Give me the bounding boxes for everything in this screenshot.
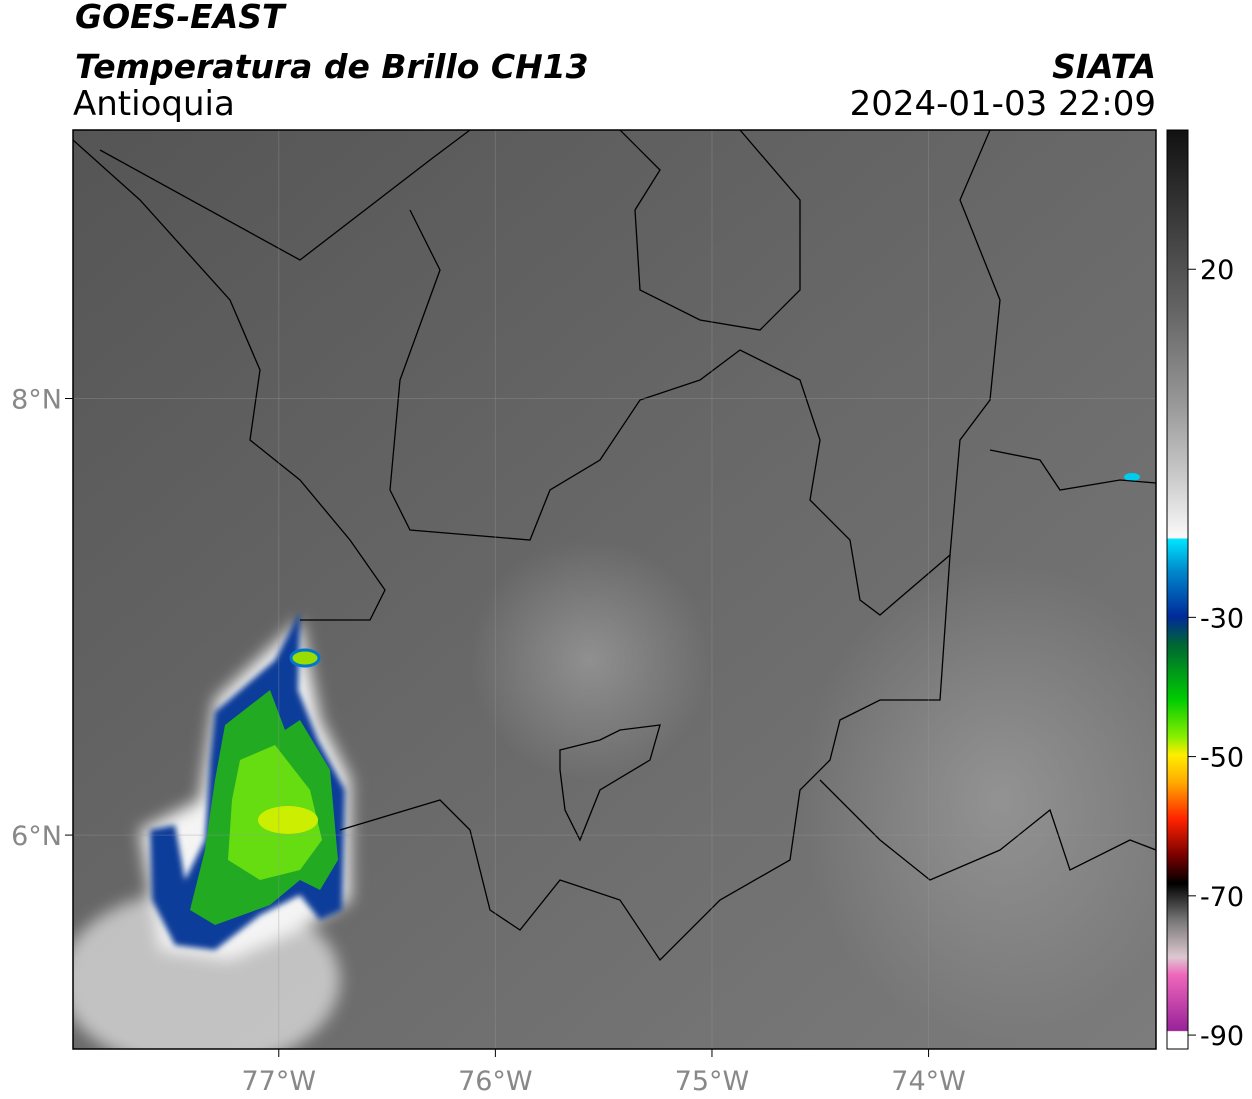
warm-area [800, 560, 1156, 1040]
border [559, 724, 661, 842]
lon-label: 75°W [675, 1066, 750, 1097]
lon-label: 77°W [241, 1066, 316, 1097]
subtitle: Temperatura de Brillo CH13 [75, 47, 589, 86]
border [819, 779, 1156, 881]
lat-label: 8°N [11, 384, 62, 415]
map-frame [72, 129, 1157, 1050]
border [989, 449, 1156, 491]
colorbar-label: -70 [1200, 882, 1244, 913]
border [619, 130, 801, 331]
grid [73, 130, 1156, 1049]
border [389, 130, 1001, 616]
cloud-cell [289, 648, 321, 668]
coastline [73, 139, 386, 621]
border [339, 554, 951, 962]
lon-label: 74°W [891, 1066, 966, 1097]
region: Antioquia [73, 84, 235, 124]
warm-area [470, 540, 710, 780]
title: GOES-EAST [75, 0, 287, 36]
colorbar-label: -30 [1200, 603, 1244, 634]
datetime: 2024-01-03 22:09 [850, 84, 1156, 124]
lon-label: 76°W [458, 1066, 533, 1097]
cloud-cell [1124, 473, 1140, 481]
map-image [73, 130, 1156, 1049]
coastline [99, 130, 471, 261]
colorbar-label: -90 [1200, 1021, 1244, 1052]
source: SIATA [1052, 47, 1156, 86]
colorbar [1166, 129, 1189, 1050]
cloud-peak [258, 806, 318, 834]
colorbar-label: 20 [1200, 255, 1234, 286]
lat-label: 6°N [11, 821, 62, 852]
colorbar-label: -50 [1200, 743, 1244, 774]
